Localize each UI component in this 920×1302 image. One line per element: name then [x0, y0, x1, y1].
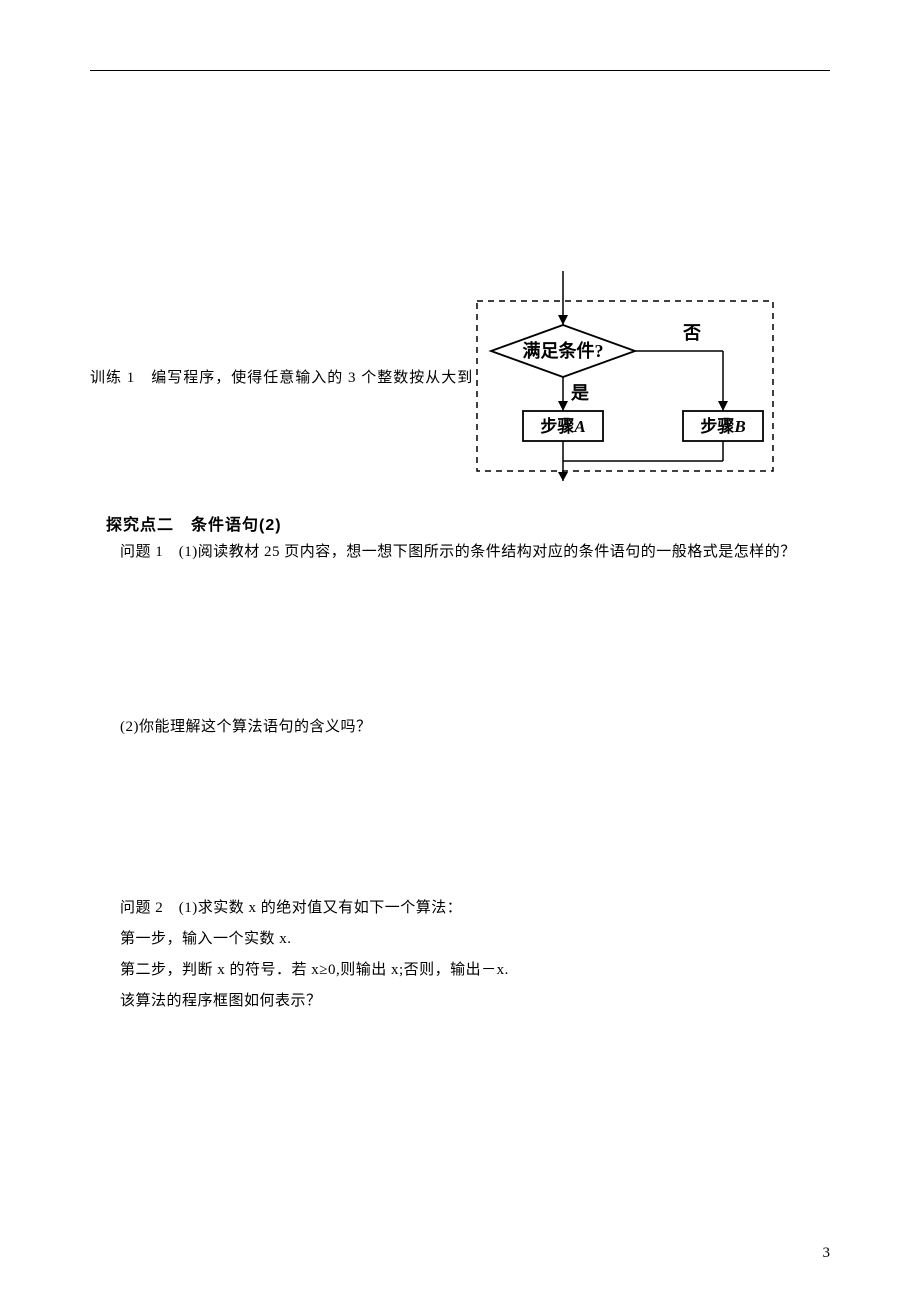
q1-part1-text: 问题 1 (1)阅读教材 25 页内容，想一想下图所示的条件结构对应的条件语句的…	[120, 544, 796, 560]
q1-part1: 问题 1 (1)阅读教材 25 页内容，想一想下图所示的条件结构对应的条件语句的…	[90, 539, 830, 566]
flowchart-svg: 满足条件? 否 是 步骤A 步骤B	[473, 271, 783, 481]
flow-step-b-label: 步骤B	[701, 416, 746, 436]
flow-no-arrow	[718, 401, 728, 411]
flow-yes-arrow	[558, 401, 568, 411]
q2-line4: 该算法的程序框图如何表示？	[90, 988, 830, 1015]
gap-1	[90, 570, 830, 710]
q2-line2: 第一步，输入一个实数 x.	[90, 926, 830, 953]
flow-entry-arrow	[558, 315, 568, 325]
q2-line3: 第二步，判断 x 的符号．若 x≥0,则输出 x;否则，输出－x.	[90, 957, 830, 984]
gap-2	[90, 741, 830, 891]
flow-no-label: 否	[682, 323, 701, 343]
q1-part2: (2)你能理解这个算法语句的含义吗？	[90, 714, 830, 741]
section-2-title: 探究点二 条件语句(2)	[90, 511, 830, 535]
training-row: 训练 1 编写程序，使得任意输入的 3 个整数按从大到 满足条件? 否 是 步骤…	[90, 271, 830, 481]
flow-exit-arrow	[558, 472, 568, 481]
flow-yes-label: 是	[570, 383, 589, 403]
page-number: 3	[823, 1245, 831, 1262]
training-1-text: 训练 1 编写程序，使得任意输入的 3 个整数按从大到	[90, 366, 473, 387]
top-rule	[90, 70, 830, 71]
flow-step-a-label: 步骤A	[541, 416, 586, 436]
q2-line1: 问题 2 (1)求实数 x 的绝对值又有如下一个算法：	[90, 895, 830, 922]
page-container: { "train": { "label": "训练 1 编写程序，使得任意输入的…	[0, 0, 920, 1302]
flow-condition-label: 满足条件?	[523, 340, 604, 361]
flow-outer-box	[477, 301, 773, 471]
